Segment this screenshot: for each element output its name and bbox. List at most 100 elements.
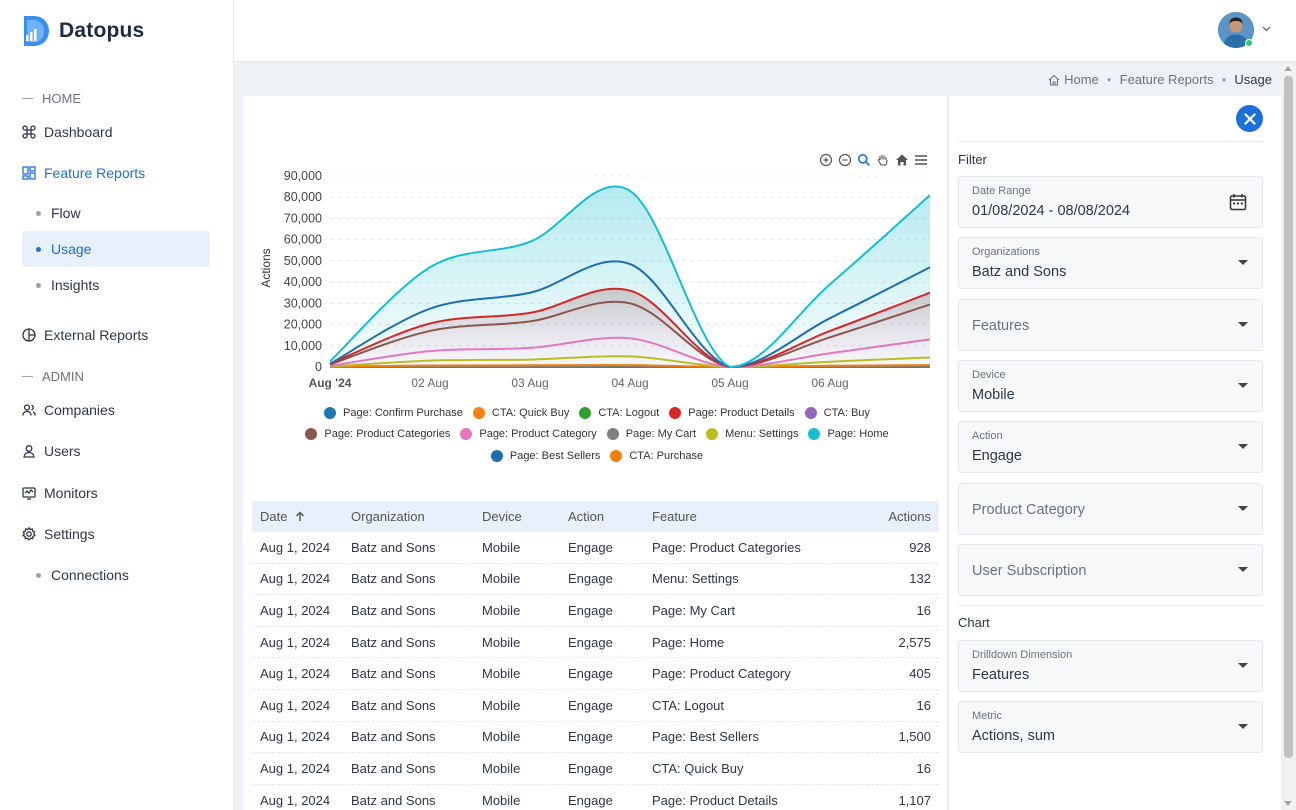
page-scrollbar[interactable] (1281, 62, 1296, 810)
features-select[interactable]: Features (958, 299, 1263, 351)
legend-item[interactable]: Menu: Settings (706, 428, 798, 441)
cell-device: Mobile (482, 792, 521, 808)
table-row[interactable]: Aug 1, 2024 Batz and Sons Mobile Engage Menu… (252, 564, 939, 596)
reset-home-icon[interactable] (894, 152, 910, 168)
col-feature[interactable]: Feature (652, 509, 697, 524)
col-date[interactable]: Date (252, 509, 351, 524)
legend-item[interactable]: CTA: Logout (579, 406, 660, 419)
cell-device: Mobile (482, 666, 521, 682)
close-icon (1243, 112, 1256, 125)
product-category-select[interactable]: Product Category (958, 483, 1263, 535)
cell-feature: Page: Product Details (652, 792, 778, 808)
device-select[interactable]: Device Mobile (958, 360, 1263, 412)
legend-item[interactable]: CTA: Buy (804, 406, 870, 419)
table-row[interactable]: Aug 1, 2024 Batz and Sons Mobile Engage CTA:… (252, 753, 939, 785)
date-range-field[interactable]: Date Range 01/08/2024 - 08/08/2024 (958, 176, 1263, 228)
cell-organization: Batz and Sons (351, 792, 436, 808)
sidebar-item-insights[interactable]: Insights (22, 267, 210, 303)
datopus-logo-icon (24, 16, 49, 46)
sort-ascending-icon (296, 511, 305, 521)
action-select[interactable]: Action Engage (958, 421, 1263, 473)
sidebar-item-flow[interactable]: Flow (22, 195, 210, 231)
cell-action: Engage (568, 634, 613, 650)
legend-label: Page: Product Category (479, 428, 597, 441)
drilldown-dimension-select[interactable]: Drilldown Dimension Features (958, 640, 1263, 692)
zoom-out-icon[interactable] (837, 152, 853, 168)
y-tick-label: 20,000 (284, 318, 322, 332)
user-subscription-select[interactable]: User Subscription (958, 544, 1263, 596)
command-icon (22, 125, 36, 139)
cell-organization: Batz and Sons (351, 634, 436, 650)
legend-swatch (490, 449, 503, 462)
col-actions[interactable]: Actions (888, 509, 931, 524)
col-device[interactable]: Device (482, 509, 522, 524)
legend-swatch (324, 406, 337, 419)
sidebar-item-external-reports[interactable]: External Reports (22, 318, 212, 352)
sidebar-item-connections[interactable]: Connections (22, 557, 210, 593)
cell-device: Mobile (482, 729, 521, 745)
legend-item[interactable]: Page: Product Category (460, 428, 597, 441)
cell-device: Mobile (482, 571, 521, 587)
table-row[interactable]: Aug 1, 2024 Batz and Sons Mobile Engage Page… (252, 595, 939, 627)
scrollbar-thumb[interactable] (1284, 76, 1293, 758)
cell-device: Mobile (482, 634, 521, 650)
sidebar-item-usage[interactable]: Usage (22, 231, 210, 267)
cell-actions: 16 (916, 602, 931, 618)
legend-label: Page: My Cart (625, 428, 697, 441)
y-axis-title: Actions (259, 248, 273, 287)
legend-swatch (804, 406, 817, 419)
sidebar-item-companies[interactable]: Companies (22, 393, 212, 427)
sidebar-item-monitors[interactable]: Monitors (22, 476, 212, 510)
dropdown-arrow-icon (1238, 567, 1248, 572)
sidebar-item-settings[interactable]: Settings (22, 517, 212, 551)
user-icon (22, 444, 36, 458)
logo[interactable]: Datopus (22, 16, 144, 46)
chevron-down-icon[interactable] (1262, 24, 1271, 35)
table-row[interactable]: Aug 1, 2024 Batz and Sons Mobile Engage Page… (252, 785, 939, 810)
legend-item[interactable]: Page: Home (808, 428, 889, 441)
dropdown-arrow-icon (1238, 506, 1248, 511)
chart-toolbar (818, 152, 929, 168)
legend-item[interactable]: Page: Product Categories (305, 428, 450, 441)
organizations-select[interactable]: Organizations Batz and Sons (958, 237, 1263, 289)
table-row[interactable]: Aug 1, 2024 Batz and Sons Mobile Engage Page… (252, 722, 939, 754)
app-name: Datopus (59, 19, 145, 42)
legend-item[interactable]: Page: Confirm Purchase (324, 406, 463, 419)
sidebar-item-dashboard[interactable]: Dashboard (22, 115, 212, 149)
cell-action: Engage (568, 792, 613, 808)
col-organization[interactable]: Organization (351, 509, 425, 524)
cell-organization: Batz and Sons (351, 571, 436, 587)
cell-device: Mobile (482, 760, 521, 776)
table-row[interactable]: Aug 1, 2024 Batz and Sons Mobile Engage Page… (252, 658, 939, 690)
series-line (329, 287, 931, 369)
sidebar-item-feature-reports[interactable]: Feature Reports (22, 156, 212, 190)
sidebar-item-users[interactable]: Users (22, 434, 212, 468)
menu-icon[interactable] (913, 152, 929, 168)
legend-item[interactable]: CTA: Purchase (610, 449, 703, 462)
y-tick-label: 10,000 (284, 339, 322, 353)
table-row[interactable]: Aug 1, 2024 Batz and Sons Mobile Engage Page… (252, 627, 939, 659)
cell-feature: Page: Best Sellers (652, 729, 759, 745)
legend-item[interactable]: Page: Product Details (669, 406, 795, 419)
legend-item[interactable]: Page: My Cart (606, 428, 697, 441)
legend-label: CTA: Logout (598, 406, 660, 419)
zoom-in-icon[interactable] (818, 152, 834, 168)
col-action[interactable]: Action (568, 509, 605, 524)
calendar-icon[interactable] (1229, 193, 1247, 216)
dropdown-arrow-icon (1238, 663, 1248, 668)
breadcrumb-feature-reports[interactable]: Feature Reports (1119, 72, 1214, 87)
legend-item[interactable]: Page: Best Sellers (490, 449, 600, 462)
cell-device: Mobile (482, 697, 521, 713)
section-admin: ADMIN (22, 369, 84, 384)
series-line (329, 355, 931, 369)
table-row[interactable]: Aug 1, 2024 Batz and Sons Mobile Engage CTA:… (252, 690, 939, 722)
zoom-select-icon[interactable] (856, 152, 872, 168)
cell-device: Mobile (482, 602, 521, 618)
grid-icon (22, 166, 36, 180)
legend-item[interactable]: CTA: Quick Buy (472, 406, 569, 419)
metric-select[interactable]: Metric Actions, sum (958, 701, 1263, 753)
pan-hand-icon[interactable] (875, 152, 891, 168)
close-panel-button[interactable] (1236, 105, 1263, 132)
table-row[interactable]: Aug 1, 2024 Batz and Sons Mobile Engage Page… (252, 532, 939, 564)
breadcrumb-home[interactable]: Home (1064, 72, 1099, 87)
